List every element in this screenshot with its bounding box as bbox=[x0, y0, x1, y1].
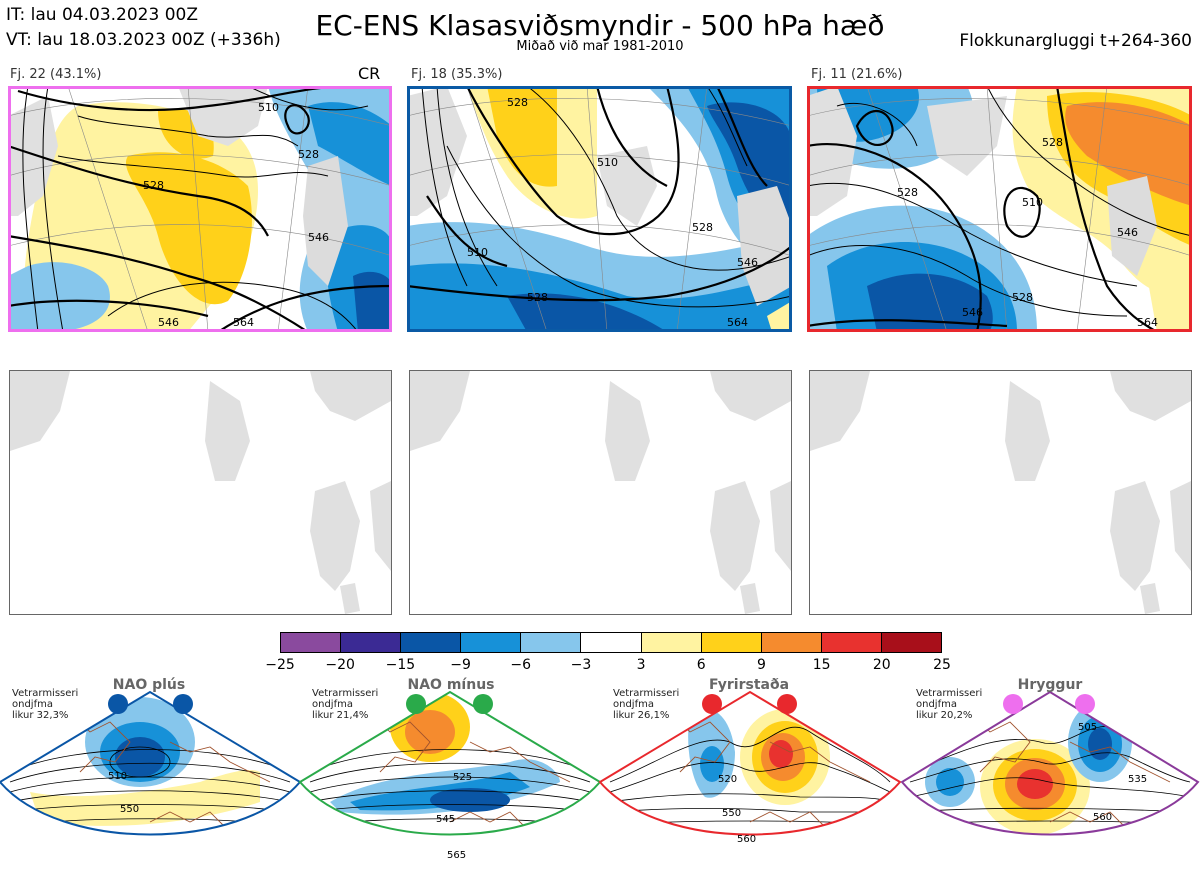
cluster-3-contour-label: 564 bbox=[1137, 316, 1158, 329]
cluster-1-tag: CR bbox=[358, 64, 381, 83]
cluster-3-contour-label: 528 bbox=[1012, 291, 1033, 304]
cluster-2-contour-label: 510 bbox=[467, 246, 488, 259]
regime-3-title: Fyrirstaða bbox=[708, 677, 790, 693]
regime-1-contour-label: 510 bbox=[108, 771, 127, 782]
cluster-1-label: Fj. 22 (43.1%) bbox=[10, 67, 102, 82]
colorbar bbox=[280, 632, 942, 653]
cluster-1-contour-label: 528 bbox=[298, 148, 319, 161]
colorbar-tick-label: −20 bbox=[325, 657, 355, 673]
cluster-3-contour-label: 528 bbox=[1042, 136, 1063, 149]
colorbar-tick-label: 9 bbox=[756, 657, 766, 673]
cluster-1-contour-label: 564 bbox=[233, 316, 254, 329]
cluster-1-contour-label: 528 bbox=[143, 179, 164, 192]
colorbar-segment bbox=[341, 633, 402, 652]
cluster-3-label: Fj. 11 (21.6%) bbox=[811, 67, 903, 82]
cluster-map-2: 528 510 510 528 546 564 528 bbox=[407, 86, 792, 332]
colorbar-tick-label: −15 bbox=[385, 657, 416, 673]
colorbar-segment bbox=[401, 633, 462, 652]
colorbar-tick-label: −3 bbox=[570, 657, 592, 673]
regime-2-contour-label: 525 bbox=[453, 772, 472, 783]
colorbar-segment bbox=[881, 633, 942, 652]
cluster-1-contour-label: 546 bbox=[158, 316, 179, 329]
colorbar-tick-label: −9 bbox=[450, 657, 471, 673]
cluster-1-border bbox=[8, 86, 392, 332]
regime-2-contour-label: 545 bbox=[436, 814, 455, 825]
regime-panels: 510 550 525 545 565 520 550 560 505 535 … bbox=[0, 672, 1200, 871]
cluster-2-label: Fj. 18 (35.3%) bbox=[411, 67, 503, 82]
page-title: EC-ENS Klasasviðsmyndir - 500 hPa hæð bbox=[315, 9, 885, 42]
regime-3-contour-label: 550 bbox=[722, 808, 741, 819]
cluster-3-border bbox=[807, 86, 1192, 332]
colorbar-segment bbox=[821, 633, 882, 652]
regime-2-dot bbox=[473, 694, 493, 714]
regime-4-note: Vetrarmisseri ondjfma likur 20,2% bbox=[916, 688, 983, 721]
cluster-3-contour-label: 528 bbox=[897, 186, 918, 199]
cluster-2-contour-label: 546 bbox=[737, 256, 758, 269]
regime-2-note: Vetrarmisseri ondjfma likur 21,4% bbox=[312, 688, 379, 721]
classification-window: Flokkunargluggi t+264-360 bbox=[959, 31, 1192, 51]
colorbar-tick-label: −25 bbox=[265, 657, 295, 673]
cluster-1-contour-label: 546 bbox=[308, 231, 329, 244]
page-subtitle: Miðað við mar 1981-2010 bbox=[516, 39, 684, 54]
regime-4-contour-label: 535 bbox=[1128, 774, 1147, 785]
cluster-3-contour-label: 546 bbox=[1117, 226, 1138, 239]
regime-4-title: Hryggur bbox=[1017, 677, 1083, 693]
regime-2-dot bbox=[406, 694, 426, 714]
regime-3-contour-label: 560 bbox=[737, 834, 756, 845]
cluster-3-contour-label: 546 bbox=[962, 306, 983, 319]
regime-3-note: Vetrarmisseri ondjfma likur 26,1% bbox=[613, 688, 680, 721]
regime-1-dot bbox=[108, 694, 128, 714]
colorbar-tick-label: 15 bbox=[812, 657, 831, 673]
colorbar-segment bbox=[641, 633, 702, 652]
empty-map-3 bbox=[809, 370, 1192, 615]
colorbar-segment bbox=[281, 633, 342, 652]
regime-4-dot bbox=[1075, 694, 1095, 714]
colorbar-tick-label: 3 bbox=[636, 657, 646, 673]
cluster-2-contour-label: 528 bbox=[507, 96, 528, 109]
regime-3-dot bbox=[777, 694, 797, 714]
cluster-map-1: 510 528 528 546 564 546 bbox=[8, 86, 392, 332]
regime-1-dot bbox=[173, 694, 193, 714]
colorbar-segment bbox=[461, 633, 522, 652]
colorbar-tick-label: 20 bbox=[872, 657, 891, 673]
valid-time: VT: lau 18.03.2023 00Z (+336h) bbox=[6, 30, 281, 50]
cluster-2-contour-label: 528 bbox=[527, 291, 548, 304]
empty-map-1 bbox=[9, 370, 392, 615]
regime-2-title: NAO mínus bbox=[407, 677, 495, 693]
regime-1-contour-label: 550 bbox=[120, 804, 139, 815]
regime-4-contour-label: 505 bbox=[1078, 722, 1097, 733]
colorbar-segment bbox=[701, 633, 762, 652]
regime-2-contour-label: 565 bbox=[447, 850, 466, 861]
colorbar-tick-label: 25 bbox=[933, 657, 951, 673]
regime-3-dot bbox=[702, 694, 722, 714]
cluster-2-contour-label: 510 bbox=[597, 156, 618, 169]
colorbar-tick-label: 6 bbox=[696, 657, 706, 673]
colorbar-segment bbox=[521, 633, 582, 652]
cluster-1-contour-label: 510 bbox=[258, 101, 279, 114]
cluster-3-contour-label: 510 bbox=[1022, 196, 1043, 209]
cluster-2-border bbox=[407, 86, 792, 332]
regime-1-title: NAO plús bbox=[112, 677, 186, 693]
colorbar-tick-label: −6 bbox=[510, 657, 532, 673]
regime-3-contour-label: 520 bbox=[718, 774, 737, 785]
cluster-map-3: 528 510 528 528 546 564 546 bbox=[807, 86, 1192, 332]
regime-4-contour-label: 560 bbox=[1093, 812, 1112, 823]
initial-time: IT: lau 04.03.2023 00Z bbox=[6, 5, 198, 25]
cluster-2-contour-label: 528 bbox=[692, 221, 713, 234]
regime-4-dot bbox=[1003, 694, 1023, 714]
colorbar-segment bbox=[581, 633, 642, 652]
colorbar-segment bbox=[761, 633, 822, 652]
regime-1-note: Vetrarmisseri ondjfma likur 32,3% bbox=[12, 688, 79, 721]
cluster-2-contour-label: 564 bbox=[727, 316, 748, 329]
empty-map-2 bbox=[409, 370, 792, 615]
